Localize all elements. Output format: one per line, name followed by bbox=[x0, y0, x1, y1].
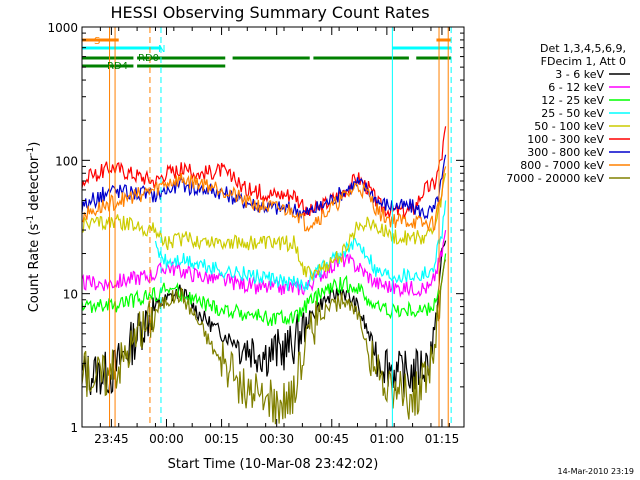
x-axis-title: Start Time (10-Mar-08 23:42:02) bbox=[168, 457, 379, 472]
plot-frame bbox=[81, 26, 465, 428]
legend-header-line1: Det 1,3,4,5,6,9, bbox=[540, 42, 626, 55]
series-line-3 bbox=[154, 200, 447, 292]
x-tick-label-4: 00:45 bbox=[314, 432, 349, 446]
flag-bars bbox=[82, 38, 452, 68]
y-axis-title-sup1: -1 bbox=[26, 215, 36, 224]
flag-label-rd0: RD0 bbox=[138, 53, 159, 64]
series-line-2 bbox=[81, 253, 447, 326]
series-line-5 bbox=[81, 126, 447, 219]
flag-label-saa: S bbox=[94, 36, 100, 47]
chart-title: HESSI Observing Summary Count Rates bbox=[110, 3, 429, 22]
legend-header-line2: FDecim 1, Att 0 bbox=[541, 55, 626, 68]
legend-label-7: 800 - 7000 keV bbox=[520, 159, 604, 172]
x-tick-label-1: 00:00 bbox=[149, 432, 184, 446]
y-axis-title: Count Rate (s-1 detector-1) bbox=[26, 142, 42, 313]
legend-label-0: 3 - 6 keV bbox=[555, 68, 604, 81]
legend-label-1: 6 - 12 keV bbox=[548, 81, 604, 94]
y-tick-label-0: 1 bbox=[70, 421, 78, 435]
flag-label-rd4: RD4 bbox=[107, 61, 128, 72]
x-tick-label-6: 01:15 bbox=[425, 432, 460, 446]
x-tick-label-0: 23:45 bbox=[94, 432, 129, 446]
y-tick-label-3: 1000 bbox=[47, 21, 78, 35]
y-tick-label-1: 10 bbox=[63, 288, 78, 302]
legend-label-6: 300 - 800 keV bbox=[527, 146, 604, 159]
y-axis-title-sup2: -1 bbox=[26, 147, 36, 156]
x-tick-label-3: 00:30 bbox=[259, 432, 294, 446]
y-axis-title-part2: detector bbox=[27, 155, 42, 215]
legend-label-5: 100 - 300 keV bbox=[527, 133, 604, 146]
plot-area bbox=[81, 27, 452, 427]
x-tick-label-2: 00:15 bbox=[204, 432, 239, 446]
flag-label-night: N bbox=[158, 44, 165, 55]
legend-label-2: 12 - 25 keV bbox=[541, 94, 604, 107]
series-line-8 bbox=[81, 259, 447, 425]
y-tick-label-2: 100 bbox=[55, 154, 78, 168]
legend-label-4: 50 - 100 keV bbox=[534, 120, 604, 133]
series-line-4 bbox=[81, 173, 447, 282]
series-line-1 bbox=[81, 230, 447, 298]
legend-label-3: 25 - 50 keV bbox=[541, 107, 604, 120]
axes: 23:45 00:00 00:15 00:30 00:45 01:00 01:15 1 10 10… bbox=[47, 21, 464, 446]
x-tick-label-5: 01:00 bbox=[370, 432, 405, 446]
timestamp: 14-Mar-2010 23:19 bbox=[558, 467, 635, 476]
y-axis-title-part1: Count Rate (s bbox=[27, 224, 42, 313]
legend-label-8: 7000 - 20000 keV bbox=[506, 172, 604, 185]
y-axis-title-part3: ) bbox=[27, 142, 42, 147]
series-line-7 bbox=[81, 166, 447, 233]
